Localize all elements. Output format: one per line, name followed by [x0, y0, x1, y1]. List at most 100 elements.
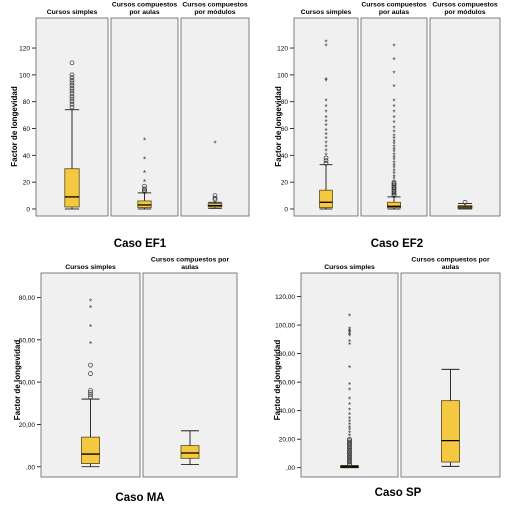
y-tick-label: 60 — [23, 126, 31, 133]
outlier-circle — [142, 183, 147, 189]
outlier-star: * — [392, 151, 395, 160]
outlier-star: * — [143, 137, 146, 146]
outlier-star: * — [392, 125, 395, 134]
y-tick-label: 60 — [281, 126, 289, 133]
outlier-star: * — [324, 76, 327, 85]
outlier-star: * — [392, 143, 395, 152]
outlier-star: * — [392, 162, 395, 171]
y-tick-label: 60,00 — [279, 380, 296, 387]
outlier-star: * — [348, 421, 351, 430]
outlier-circle — [88, 388, 93, 393]
panel-1: Cursos simples*********************** — [300, 264, 399, 478]
chart-caso-ma: ,00 20,00 40,00 60,00 80,00 Factor de longevi… — [13, 257, 238, 504]
outlier-star: * — [324, 139, 327, 148]
outlier-star: * — [348, 387, 351, 396]
panel-label: por módulos — [194, 9, 235, 16]
chart-title: Caso EF2 — [371, 238, 423, 250]
outlier-star: * — [89, 340, 92, 349]
outlier-circle — [212, 195, 218, 201]
y-tick-label: 20,00 — [19, 422, 36, 429]
outlier-circle — [391, 181, 397, 186]
outlier-star: * — [324, 127, 327, 136]
outlier-circle — [69, 96, 75, 102]
outlier-star: * — [348, 424, 351, 433]
panel-label: por módulos — [444, 9, 485, 16]
y-tick-label: 80,00 — [19, 295, 36, 302]
outlier-star: * — [89, 304, 92, 313]
outlier-star: * — [392, 103, 395, 112]
panel-label: Cursos simples — [65, 264, 116, 271]
outlier-star: * — [348, 325, 351, 334]
outlier-star: * — [348, 330, 351, 339]
outlier-star: * — [348, 429, 351, 438]
outlier-star: * — [392, 43, 395, 52]
outlier-star: * — [392, 70, 395, 79]
outlier-star: * — [392, 149, 395, 158]
outlier-star: * — [324, 118, 327, 127]
outlier-star: * — [324, 135, 327, 144]
outlier-star: * — [348, 338, 351, 347]
panel-frame — [300, 272, 399, 478]
outlier-star: * — [348, 331, 351, 340]
box — [64, 168, 80, 208]
panel-label: Cursos compuestos por — [411, 257, 490, 264]
panel-frame — [110, 17, 179, 217]
box — [319, 189, 333, 209]
outlier-circle — [69, 80, 75, 86]
outlier-star: * — [348, 381, 351, 390]
outlier-star: * — [348, 432, 351, 441]
outlier-star: * — [392, 114, 395, 123]
y-tick-label: 120,00 — [275, 294, 295, 301]
outlier-star: * — [392, 108, 395, 117]
outlier-star: * — [324, 39, 327, 48]
outlier-star: * — [392, 129, 395, 138]
chart-caso-ef1: 0 20 40 60 80 100 120 Factor de longevidad Curso… — [10, 2, 250, 250]
outlier-star: * — [324, 131, 327, 140]
box — [137, 200, 152, 209]
outlier-star: * — [324, 147, 327, 156]
outlier-star: * — [348, 427, 351, 436]
outlier-star: * — [348, 395, 351, 404]
outlier-star: * — [392, 165, 395, 174]
outlier-circle — [69, 88, 75, 94]
outlier-star: * — [324, 114, 327, 123]
panel-label: Cursos simples — [301, 9, 352, 16]
outlier-circle — [88, 371, 93, 377]
outlier-star: * — [143, 169, 146, 178]
outlier-circle — [69, 99, 75, 105]
y-tick-label: 80,00 — [279, 351, 296, 358]
outlier-star: * — [392, 56, 395, 65]
panel-label: Cursos compuestos — [432, 2, 498, 9]
outlier-circle — [69, 60, 75, 66]
outlier-circle — [69, 77, 75, 83]
outlier-circle — [142, 189, 147, 194]
chart-caso-ef2: 0 20 40 60 80 100 120 Factor de longevidad Curso… — [274, 2, 501, 250]
box — [441, 400, 460, 463]
outlier-star: * — [392, 83, 395, 92]
panel-label: Cursos compuestos — [112, 2, 178, 9]
outlier-circle — [347, 438, 352, 443]
y-tick-label: 20,00 — [279, 437, 296, 444]
outlier-circle — [88, 362, 93, 368]
outlier-star: * — [392, 170, 395, 179]
outlier-star: * — [348, 313, 351, 322]
outlier-circle — [391, 182, 397, 188]
outlier-star: * — [348, 364, 351, 373]
y-tick-label: 120 — [277, 46, 288, 53]
box — [386, 201, 401, 209]
outlier-circle — [462, 199, 468, 205]
outlier-circle — [347, 439, 352, 445]
chart-title: Caso MA — [115, 492, 164, 504]
y-tick-label: 40,00 — [19, 380, 36, 387]
outlier-circle — [69, 93, 75, 99]
outlier-star: * — [392, 141, 395, 150]
panel-label: Cursos simples — [324, 264, 375, 271]
panel-label: Cursos compuestos por — [151, 257, 230, 264]
panel-frame — [429, 17, 501, 217]
y-tick-label: ,00 — [286, 465, 295, 472]
